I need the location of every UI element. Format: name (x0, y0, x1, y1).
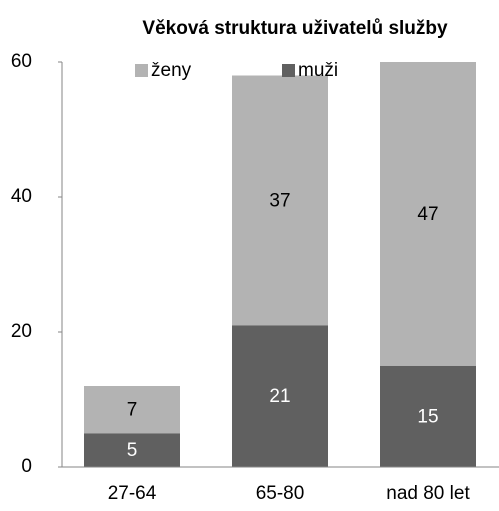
y-tick-label: 0 (21, 456, 32, 477)
data-label: 5 (127, 440, 138, 461)
legend-swatch (282, 64, 295, 77)
x-tick-label: 65-80 (256, 483, 305, 504)
bar-segment (232, 325, 328, 467)
bar-segment (380, 365, 476, 467)
y-tick-label: 20 (11, 321, 32, 342)
bar-segment (232, 75, 328, 326)
chart-title: Věková struktura uživatelů služby (142, 18, 448, 39)
legend-swatch (135, 64, 148, 77)
data-label: 47 (417, 204, 438, 225)
x-tick-label: 27-64 (108, 483, 157, 504)
legend-label: muži (298, 60, 338, 81)
x-tick-label: nad 80 let (386, 483, 470, 504)
bar-segment (380, 62, 476, 366)
y-tick-label: 60 (11, 51, 32, 72)
y-tick-label: 40 (11, 186, 32, 207)
data-label: 37 (269, 190, 290, 211)
data-label: 21 (269, 386, 290, 407)
legend-label: ženy (151, 60, 192, 81)
data-label: 7 (127, 400, 138, 421)
plot-area (84, 62, 476, 467)
data-label: 15 (417, 406, 438, 427)
bar-segment (84, 433, 180, 467)
bar-segment (84, 386, 180, 434)
